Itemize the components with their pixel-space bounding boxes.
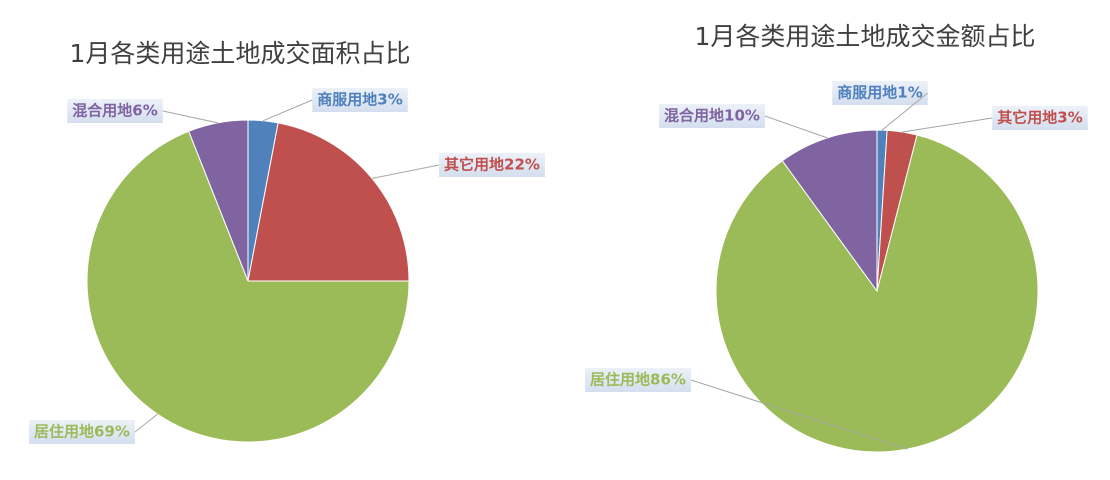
pie-slice: [188, 119, 249, 282]
pie-slice: [86, 130, 410, 443]
label-box: [659, 104, 765, 128]
data-label: 混合用地6%: [67, 99, 163, 123]
data-label-text: 商服用地1%: [837, 84, 922, 102]
label-box: [992, 106, 1088, 130]
data-label: 居住用地86%: [585, 368, 691, 392]
data-label-text: 其它用地3%: [997, 109, 1082, 127]
chart-title: 1月各类用途土地成交金额占比: [695, 22, 1036, 51]
data-label: 居住用地69%: [29, 420, 135, 444]
data-label: 混合用地10%: [659, 104, 765, 128]
data-label: 商服用地3%: [312, 88, 408, 112]
data-label-text: 其它用地22%: [444, 156, 540, 174]
chart-title: 1月各类用途土地成交面积占比: [70, 39, 411, 68]
data-label: 商服用地1%: [832, 81, 928, 105]
label-box: [67, 99, 163, 123]
data-label: 其它用地3%: [992, 106, 1088, 130]
pie-slice: [781, 129, 878, 293]
leader-line: [262, 99, 313, 122]
data-label-text: 商服用地3%: [317, 91, 402, 109]
pie-slice: [247, 122, 410, 282]
data-label-text: 居住用地69%: [34, 423, 130, 441]
leader-line: [881, 92, 929, 131]
leader-line: [902, 117, 993, 133]
label-box: [439, 153, 545, 177]
data-label-text: 居住用地86%: [590, 371, 686, 389]
label-box: [312, 88, 408, 112]
data-label-text: 混合用地6%: [72, 102, 157, 120]
leader-line: [162, 110, 218, 124]
data-label-text: 混合用地10%: [664, 107, 760, 125]
label-box: [585, 368, 691, 392]
leader-line: [690, 379, 908, 450]
leader-line: [134, 413, 158, 433]
data-label: 其它用地22%: [439, 153, 545, 177]
leader-line: [764, 115, 828, 139]
leader-line: [371, 164, 440, 179]
label-box: [832, 81, 928, 105]
label-box: [29, 420, 135, 444]
